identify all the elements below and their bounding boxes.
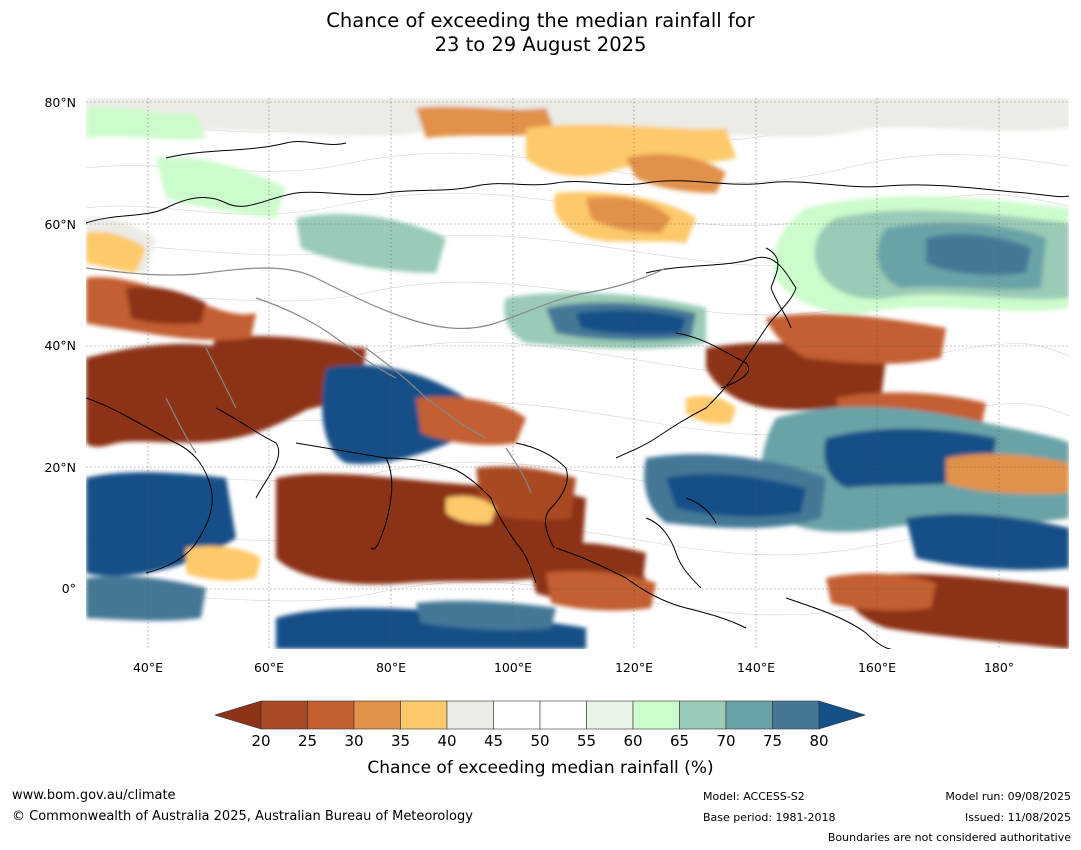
colorbar-segment-55-60 bbox=[586, 700, 634, 730]
colorbar-tick-60: 60 bbox=[623, 732, 643, 750]
colorbar-segment-30-35 bbox=[353, 700, 401, 730]
colorbar-tick-30: 30 bbox=[344, 732, 364, 750]
rainfall-map bbox=[86, 98, 1069, 649]
title-line-2: 23 to 29 August 2025 bbox=[434, 33, 647, 56]
colorbar-segment-60-65 bbox=[632, 700, 680, 730]
lon-label-160e: 160°E bbox=[857, 660, 896, 675]
lon-label-40e: 40°E bbox=[132, 660, 164, 675]
lat-label-40n: 40°N bbox=[44, 338, 76, 353]
base-period-text: Base period: 1981-2018 bbox=[703, 811, 836, 824]
colorbar-label: Chance of exceeding median rainfall (%) bbox=[367, 758, 714, 778]
colorbar-segment-75-80 bbox=[772, 700, 820, 730]
colorbar-tick-35: 35 bbox=[390, 732, 411, 750]
colorbar-tick-75: 75 bbox=[762, 732, 783, 750]
lat-label-60n: 60°N bbox=[44, 217, 76, 232]
model-text: Model: ACCESS-S2 bbox=[703, 790, 805, 803]
lat-label-0: 0° bbox=[61, 581, 76, 596]
colorbar-segment-40-45 bbox=[446, 700, 494, 730]
colorbar-tick-70: 70 bbox=[716, 732, 736, 750]
colorbar-segment-50-55 bbox=[539, 700, 587, 730]
colorbar-tick-80: 80 bbox=[809, 732, 829, 750]
colorbar-tick-65: 65 bbox=[669, 732, 690, 750]
boundaries-note: Boundaries are not considered authoritat… bbox=[827, 831, 1071, 844]
lon-label-140e: 140°E bbox=[736, 660, 775, 675]
colorbar-segment-65-70 bbox=[679, 700, 727, 730]
colorbar-segment-25-30 bbox=[307, 700, 355, 730]
colorbar-arrow-high bbox=[818, 700, 867, 730]
colorbar-tick-25: 25 bbox=[297, 732, 318, 750]
colorbar-segment-45-50 bbox=[493, 700, 541, 730]
issued-text: Issued: 11/08/2025 bbox=[964, 811, 1071, 824]
lon-label-100e: 100°E bbox=[493, 660, 532, 675]
lon-label-80e: 80°E bbox=[375, 660, 407, 675]
colorbar-tick-45: 45 bbox=[483, 732, 504, 750]
chart-title: Chance of exceeding the median rainfall … bbox=[0, 9, 1081, 57]
colorbar-segment-70-75 bbox=[725, 700, 773, 730]
colorbar-tick-20: 20 bbox=[251, 732, 271, 750]
lon-label-180: 180° bbox=[983, 660, 1015, 675]
colorbar-tick-50: 50 bbox=[530, 732, 550, 750]
colorbar-tick-55: 55 bbox=[576, 732, 597, 750]
website-link[interactable]: www.bom.gov.au/climate bbox=[12, 788, 176, 803]
colorbar-arrow-low bbox=[213, 700, 262, 730]
colorbar-svg bbox=[213, 700, 867, 730]
lat-label-80n: 80°N bbox=[44, 95, 76, 110]
copyright-text: © Commonwealth of Australia 2025, Austra… bbox=[12, 809, 473, 824]
colorbar-tick-40: 40 bbox=[437, 732, 457, 750]
colorbar-segment-20-25 bbox=[260, 700, 308, 730]
lon-label-120e: 120°E bbox=[614, 660, 653, 675]
map-svg bbox=[86, 98, 1069, 649]
lon-label-60e: 60°E bbox=[253, 660, 285, 675]
title-line-1: Chance of exceeding the median rainfall … bbox=[326, 9, 755, 32]
colorbar bbox=[213, 700, 867, 730]
colorbar-segment-35-40 bbox=[400, 700, 448, 730]
model-run-text: Model run: 09/08/2025 bbox=[945, 790, 1071, 803]
lat-label-20n: 20°N bbox=[44, 460, 76, 475]
